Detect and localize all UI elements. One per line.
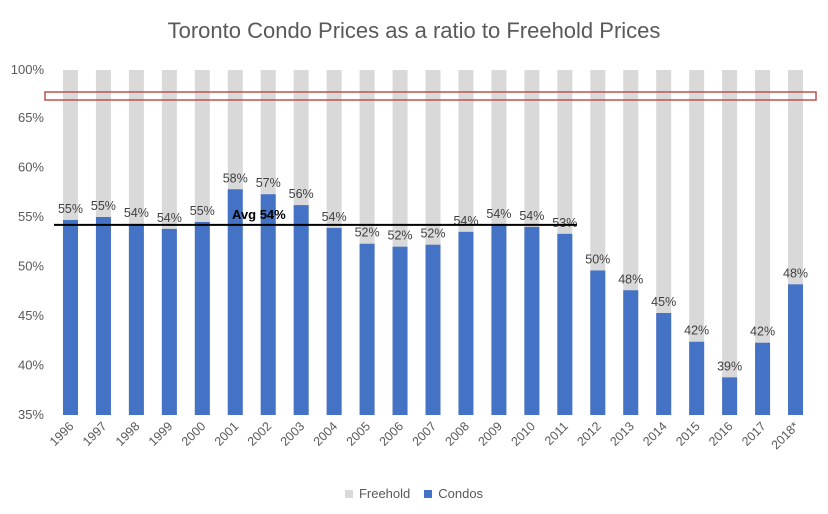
condo-bar <box>260 194 276 415</box>
condo-bar <box>293 205 309 415</box>
data-label: 42% <box>684 324 709 338</box>
y-tick-label: 55% <box>18 209 44 224</box>
axis-break <box>44 91 817 101</box>
condo-bar <box>590 270 606 415</box>
data-label: 58% <box>223 171 248 185</box>
data-label: 54% <box>322 210 347 224</box>
data-label: 55% <box>190 204 215 218</box>
x-tick-label: 2010 <box>508 419 538 449</box>
legend: Freehold Condos <box>0 486 828 501</box>
data-label: 52% <box>420 227 445 241</box>
freehold-bar <box>755 70 771 415</box>
data-label: 53% <box>552 216 577 230</box>
y-tick-label: 35% <box>18 407 44 422</box>
condo-bar <box>755 342 771 415</box>
legend-label-condos: Condos <box>438 486 484 501</box>
x-tick-label: 1998 <box>113 419 143 449</box>
condo-bar <box>359 243 375 415</box>
condo-bar <box>392 246 408 415</box>
data-label: 54% <box>124 206 149 220</box>
data-label: 54% <box>519 209 544 223</box>
condo-bar <box>62 219 78 415</box>
condo-bar <box>458 231 474 415</box>
condo-bar <box>788 284 804 415</box>
y-tick-label: 40% <box>18 358 44 373</box>
condo-bar <box>491 224 507 415</box>
data-label: 55% <box>58 202 83 216</box>
x-tick-label: 2008 <box>443 419 473 449</box>
data-label: 54% <box>486 207 511 221</box>
x-tick-label: 2006 <box>377 419 407 449</box>
y-tick-label: 100% <box>11 62 45 77</box>
data-label: 48% <box>618 272 643 286</box>
legend-item-condos: Condos <box>424 486 483 501</box>
x-tick-label: 2009 <box>475 419 505 449</box>
x-tick-label: 2016 <box>706 419 736 449</box>
condo-bar <box>656 313 672 415</box>
bar-chart: 35% 40% 45% 50% 55% 60% 65% 100% 55% 1996 55% 1997 5… <box>11 62 817 452</box>
data-label: 39% <box>717 359 742 373</box>
data-label: 55% <box>91 199 116 213</box>
x-tick-label: 2001 <box>212 419 242 449</box>
condo-bar <box>689 341 705 415</box>
y-tick-label: 45% <box>18 308 44 323</box>
x-tick-label: 1999 <box>146 419 176 449</box>
x-tick-label: 2000 <box>179 419 209 449</box>
average-label: Avg 54% <box>232 207 286 222</box>
x-tick-label: 2005 <box>344 419 374 449</box>
x-tick-label: 2004 <box>311 419 341 449</box>
x-tick-label: 2017 <box>739 419 769 449</box>
condo-bar <box>128 223 144 415</box>
data-label: 50% <box>585 252 610 266</box>
y-tick-label: 60% <box>18 160 44 175</box>
legend-label-freehold: Freehold <box>358 486 411 501</box>
condo-bar <box>425 244 441 415</box>
x-tick-label: 2018* <box>769 419 802 452</box>
y-tick-label: 65% <box>18 110 44 125</box>
data-label: 45% <box>651 295 676 309</box>
legend-swatch-freehold <box>344 489 353 498</box>
data-label: 42% <box>750 325 775 339</box>
x-tick-label: 2013 <box>607 419 637 449</box>
freehold-bar <box>689 70 705 415</box>
condo-bar <box>326 227 342 415</box>
condo-bar <box>524 226 540 415</box>
data-label: 57% <box>256 176 281 190</box>
x-tick-label: 1996 <box>47 419 77 449</box>
condo-bar <box>722 377 738 415</box>
data-label: 52% <box>355 226 380 240</box>
data-label: 54% <box>157 211 182 225</box>
condo-bar <box>161 228 177 415</box>
x-tick-label: 2011 <box>542 419 571 448</box>
condo-bar <box>95 217 111 415</box>
condo-bar <box>194 221 210 415</box>
x-tick-label: 2012 <box>574 419 604 449</box>
legend-item-freehold: Freehold <box>344 486 411 501</box>
data-label: 48% <box>783 266 808 280</box>
x-tick-label: 2003 <box>278 419 308 449</box>
x-tick-label: 2007 <box>410 419 440 449</box>
chart-title: Toronto Condo Prices as a ratio to Freeh… <box>167 18 661 43</box>
legend-swatch-condos <box>424 489 433 498</box>
condo-bar <box>557 233 573 415</box>
condo-bar <box>227 189 243 415</box>
x-tick-label: 1997 <box>80 419 110 449</box>
x-tick-label: 2014 <box>640 419 670 449</box>
data-label: 56% <box>289 187 314 201</box>
condo-bar <box>623 290 639 415</box>
freehold-bar <box>722 70 738 415</box>
x-tick-label: 2015 <box>673 419 703 449</box>
y-tick-label: 50% <box>18 259 44 274</box>
data-label: 52% <box>388 229 413 243</box>
x-tick-label: 2002 <box>245 419 275 449</box>
